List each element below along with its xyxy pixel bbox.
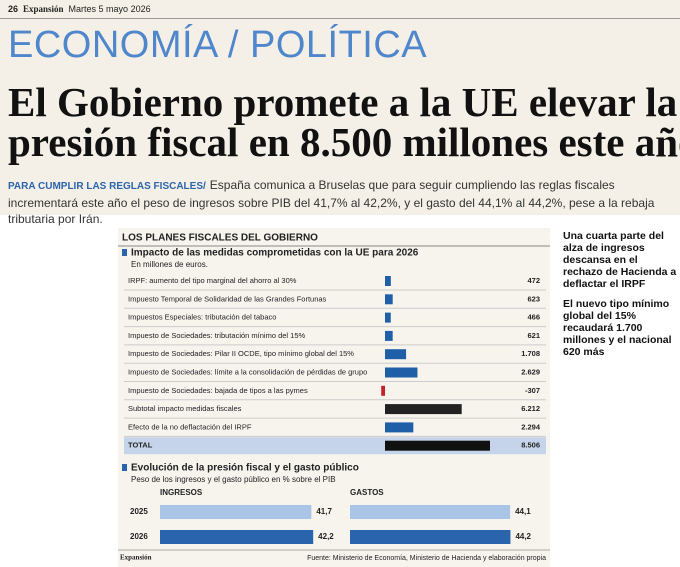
credit: Expansión [120, 554, 152, 562]
section-title: ECONOMÍA / POLÍTICA [8, 24, 428, 66]
headline: El Gobierno promete a la UE elevar la [8, 79, 678, 125]
value-label: 472 [527, 276, 540, 285]
page-number: 26 [8, 4, 19, 14]
value-label: 44,1 [515, 507, 531, 516]
bullet [122, 464, 127, 471]
value-label: 42,2 [318, 532, 334, 541]
paper-name: Expansión [23, 4, 64, 14]
headline: presión fiscal en 8.500 millones este añ… [8, 119, 680, 165]
date: Martes 5 mayo 2026 [68, 4, 151, 14]
row-label: Impuestos Especiales: tributación del ta… [128, 313, 276, 322]
bar [385, 422, 414, 433]
source: Fuente: Ministerio de Economía, Minister… [307, 555, 546, 562]
bar [385, 294, 393, 305]
bar [385, 367, 418, 378]
row-label: Impuesto de Sociedades: límite a la cons… [128, 367, 367, 376]
panel-label: INGRESOS [160, 488, 203, 497]
bar [385, 312, 391, 323]
chart-subtitle: En millones de euros. [131, 260, 208, 269]
rule [0, 18, 680, 19]
row-label: Impuesto de Sociedades: bajada de tipos … [128, 386, 308, 395]
value-label: 466 [527, 313, 540, 322]
value-label: 8.506 [521, 441, 540, 450]
value-label: 621 [527, 331, 540, 340]
chart-subtitle: Peso de los ingresos y el gasto público … [131, 475, 336, 484]
row-label: TOTAL [128, 441, 153, 450]
row-label: Impuesto de Sociedades: Pilar II OCDE, t… [128, 349, 354, 358]
kicker: PARA CUMPLIR LAS REGLAS FISCALES/ [8, 181, 206, 192]
subhead-text: España comunica a Bruselas que para segu… [8, 178, 655, 226]
chart-title: Evolución de la presión fiscal y el gast… [131, 463, 359, 474]
value-label: 1.708 [521, 349, 540, 358]
value-label: -307 [525, 386, 540, 395]
panel-label: GASTOS [350, 488, 384, 497]
bar [350, 505, 511, 519]
bar [160, 505, 312, 519]
value-label: 44,2 [515, 532, 531, 541]
bullet [122, 249, 127, 256]
row-label: Subtotal impacto medidas fiscales [128, 404, 242, 413]
row-label: Impuesto de Sociedades: tributación míni… [128, 331, 306, 340]
bar [385, 330, 393, 341]
bar [350, 530, 511, 544]
row-label: IRPF: aumento del tipo marginal del ahor… [128, 276, 297, 285]
bar [160, 530, 314, 544]
value-label: 2.294 [521, 422, 541, 431]
chart-title: Impacto de las medidas comprometidas con… [131, 248, 419, 259]
graphic: LOS PLANES FISCALES DEL GOBIERNO Expansi… [118, 228, 550, 567]
sidebar-note: El nuevo tipo mínimo global del 15% reca… [563, 298, 672, 358]
value-label: 623 [527, 294, 540, 303]
row-label: Impuesto Temporal de Solidaridad de las … [128, 294, 327, 303]
bar [385, 276, 391, 286]
sidebar-note: Una cuarta parte del alza de ingresos de… [563, 230, 677, 290]
sidebar: Una cuarta parte del alza de ingresos de… [563, 230, 677, 366]
subhead: PARA CUMPLIR LAS REGLAS FISCALES/España … [8, 177, 672, 227]
page-background [0, 0, 680, 215]
bar [385, 404, 462, 415]
bar [385, 349, 407, 360]
value-label: 6.212 [521, 404, 540, 413]
value-label: 2.629 [521, 367, 540, 376]
year-label: 2025 [130, 507, 148, 516]
value-label: 41,7 [316, 507, 332, 516]
bar [385, 440, 490, 451]
graphic-title: LOS PLANES FISCALES DEL GOBIERNO [122, 233, 318, 244]
masthead: 26 Expansión Martes 5 mayo 2026 [8, 4, 151, 14]
row-label: Efecto de la no deflactación del IRPF [128, 422, 252, 431]
bar [381, 385, 385, 396]
year-label: 2026 [130, 532, 148, 541]
